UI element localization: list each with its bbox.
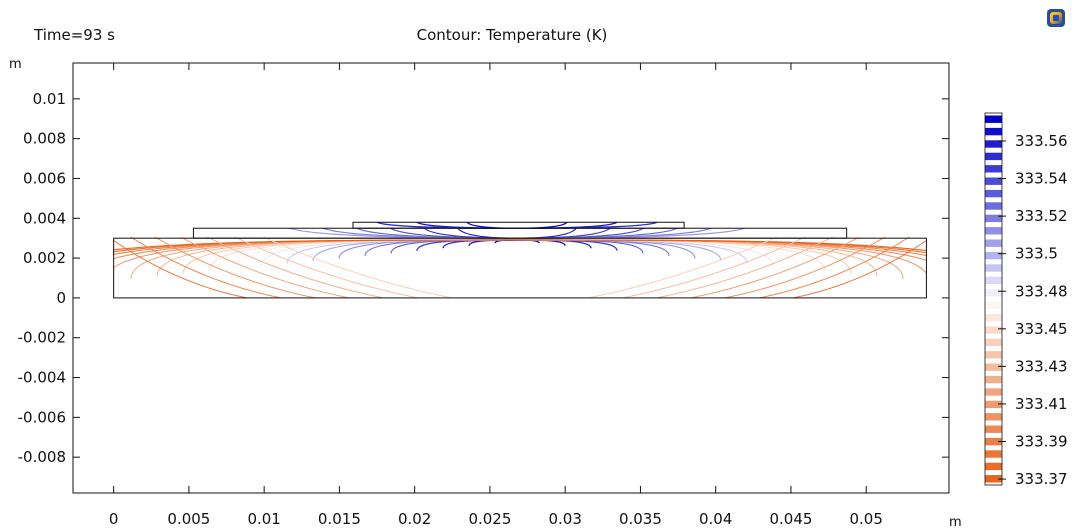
y-tick-label: 0.006 — [23, 169, 66, 187]
y-axis-unit: m — [9, 57, 22, 72]
x-tick-label: 0.035 — [619, 510, 662, 528]
y-axis: 0.01 0.008 0.006 0.004 0.002 0 -0.002 -0.004 -0.… — [18, 90, 949, 466]
contour-line-left — [234, 237, 418, 298]
x-tick-label: 0 — [109, 510, 119, 528]
colorbar-label: 333.52 — [1015, 207, 1068, 225]
contour-lines — [113, 222, 927, 298]
colorbar-label: 333.39 — [1015, 433, 1068, 451]
contour-line — [312, 239, 722, 262]
colorbar-label: 333.37 — [1015, 470, 1068, 488]
x-tick-label: 0.015 — [318, 510, 361, 528]
contour-line — [338, 239, 696, 259]
colorbar-label: 333.56 — [1015, 132, 1068, 150]
middle-layer — [192, 227, 848, 239]
x-tick-label: 0.01 — [247, 510, 280, 528]
contour-line-right — [690, 237, 861, 298]
comsol-logo-icon[interactable] — [1047, 9, 1065, 27]
x-axis: 0 0.005 0.01 0.015 0.02 0.025 0.03 0.035 0.04 0.0… — [109, 63, 883, 528]
contour-line-left — [130, 237, 281, 298]
y-tick-label: 0.002 — [23, 249, 66, 267]
contour-line-left — [206, 237, 384, 298]
x-tick-label: 0.05 — [850, 510, 883, 528]
x-tick-label: 0.045 — [769, 510, 812, 528]
y-tick-label: 0.004 — [23, 209, 66, 227]
colorbar-label: 333.45 — [1015, 320, 1068, 338]
colorbar-label: 333.54 — [1015, 170, 1068, 188]
contour-line-right — [622, 237, 806, 298]
plot-title: Contour: Temperature (K) — [417, 26, 608, 44]
y-tick-label: 0.008 — [23, 130, 66, 148]
y-tick-label: -0.006 — [18, 408, 66, 426]
colorbar-legend: 333.56 333.54 333.52 333.5 333.48 333.45 333.4… — [984, 112, 1068, 488]
x-tick-label: 0.04 — [699, 510, 732, 528]
contour-line-left — [154, 237, 316, 298]
x-axis-unit: m — [949, 515, 962, 528]
contour-line-right — [793, 240, 927, 298]
x-tick-label: 0.03 — [548, 510, 581, 528]
geometry-outline — [113, 221, 927, 299]
colorbar-frame — [984, 112, 1003, 486]
contour-line-right — [656, 237, 834, 298]
contour-line — [260, 239, 774, 267]
top-layer — [352, 221, 685, 229]
y-tick-label: -0.004 — [18, 369, 66, 387]
y-tick-label: -0.008 — [18, 448, 66, 466]
contour-line — [390, 239, 644, 254]
contour-line-right — [588, 237, 778, 298]
colorbar-label: 333.48 — [1015, 282, 1068, 300]
contour-line — [286, 239, 748, 264]
y-tick-label: 0.01 — [33, 90, 66, 108]
contour-line — [416, 239, 618, 252]
x-tick-label: 0.02 — [398, 510, 431, 528]
contour-line-left — [179, 237, 350, 298]
colorbar-label: 333.43 — [1015, 357, 1068, 375]
x-tick-label: 0.025 — [468, 510, 511, 528]
time-label: Time=93 s — [33, 26, 115, 44]
contour-line-right — [724, 237, 886, 298]
contour-line-left — [262, 237, 452, 298]
y-tick-label: 0 — [56, 289, 66, 307]
x-tick-label: 0.005 — [167, 510, 210, 528]
contour-line — [364, 239, 670, 257]
colorbar-label: 333.41 — [1015, 395, 1068, 413]
contour-line — [113, 239, 927, 252]
colorbar-label: 333.5 — [1015, 245, 1058, 263]
y-tick-label: -0.002 — [18, 329, 66, 347]
contour-line-left — [113, 240, 247, 298]
plot-frame — [72, 62, 950, 494]
